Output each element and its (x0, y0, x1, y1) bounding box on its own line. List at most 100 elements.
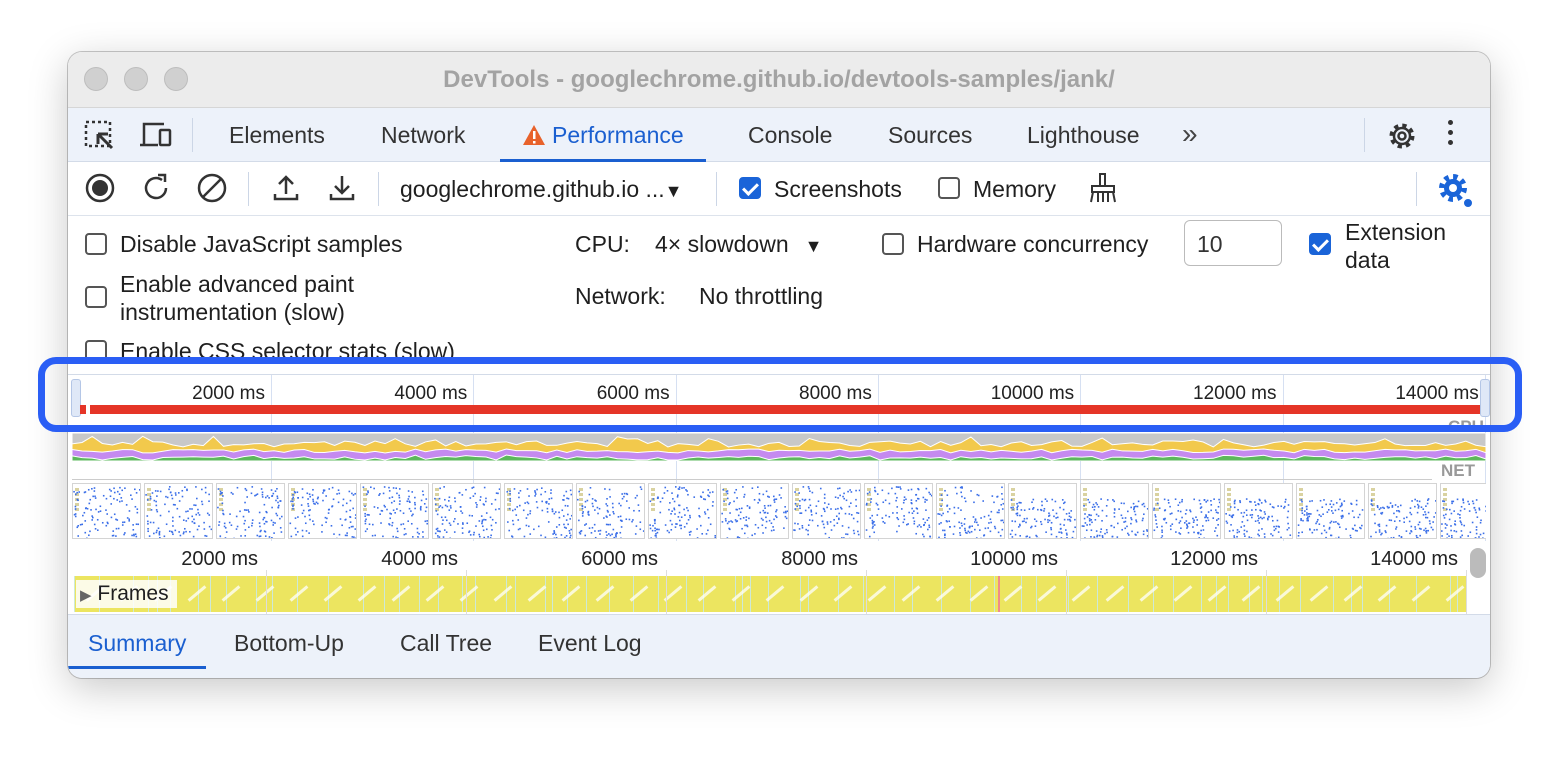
screenshot-thumbnail[interactable] (792, 483, 861, 539)
memory-checkbox[interactable] (938, 177, 960, 199)
frame-mark (734, 576, 736, 612)
long-task-bar (80, 405, 86, 414)
frame-mark (862, 576, 864, 612)
frame-mark (935, 585, 955, 602)
frame-mark (198, 576, 200, 612)
hardware-concurrency-input[interactable]: 10 (1184, 220, 1282, 266)
frame-mark (1139, 585, 1159, 602)
frame-mark (1127, 576, 1129, 612)
more-options-icon[interactable] (1448, 120, 1454, 145)
screenshots-strip (72, 483, 1486, 539)
cpu-activity-chart (72, 433, 1486, 461)
screenshot-thumbnail[interactable] (1152, 483, 1221, 539)
tab-lighthouse[interactable]: Lighthouse (1027, 122, 1140, 148)
screenshot-thumbnail[interactable] (432, 483, 501, 539)
device-toolbar-icon[interactable] (140, 120, 174, 150)
cpu-label: CPU: (575, 231, 630, 257)
tab-console[interactable]: Console (748, 122, 833, 148)
title-bar: DevTools - googlechrome.github.io/devtoo… (68, 52, 1490, 108)
garbage-collect-broom-icon[interactable] (1088, 172, 1118, 204)
tab-network[interactable]: Network (381, 122, 466, 148)
tab-sources[interactable]: Sources (888, 122, 973, 148)
hardware-concurrency-checkbox[interactable] (882, 233, 904, 255)
screenshot-thumbnail[interactable] (1224, 483, 1293, 539)
frames-track-header[interactable]: ▶ Frames (76, 580, 177, 608)
frames-track[interactable] (74, 576, 1466, 612)
screenshot-thumbnail[interactable] (1368, 483, 1437, 539)
target-select[interactable]: googlechrome.github.io ...▼ (400, 176, 683, 203)
frame-mark (1332, 576, 1334, 612)
maximize-window-button[interactable] (164, 67, 188, 91)
extension-data-label-line1: Extension (1345, 219, 1447, 245)
vertical-scrollbar[interactable] (1470, 548, 1486, 578)
left-range-handle[interactable] (71, 379, 81, 417)
advanced-paint-label-line1: Enable advanced paint (120, 271, 355, 297)
screenshot-thumbnail[interactable] (720, 483, 789, 539)
screenshot-thumbnail[interactable] (936, 483, 1005, 539)
frame-mark (1152, 576, 1154, 612)
more-tabs-chevron-icon[interactable]: » (1182, 118, 1198, 149)
frame-mark (697, 585, 717, 602)
screenshot-thumbnail[interactable] (72, 483, 141, 539)
cpu-throttling-select[interactable]: 4× slowdown ▼ (655, 231, 822, 258)
main-tick-label: 14000 ms (1370, 548, 1458, 570)
screenshot-thumbnail[interactable] (864, 483, 933, 539)
screenshot-thumbnail[interactable] (648, 483, 717, 539)
screenshot-thumbnail[interactable] (144, 483, 213, 539)
disable-js-samples-checkbox[interactable] (85, 233, 107, 255)
screenshot-thumbnail[interactable] (288, 483, 357, 539)
advanced-paint-checkbox[interactable] (85, 286, 107, 308)
frame-mark (1300, 576, 1302, 612)
capture-settings-gear-icon[interactable] (1436, 170, 1476, 210)
overview-tick-label: 10000 ms (990, 383, 1075, 404)
frame-mark (272, 576, 274, 612)
screenshot-thumbnail[interactable] (1080, 483, 1149, 539)
tab-performance[interactable]: Performance (500, 108, 706, 162)
frame-mark (1278, 576, 1280, 612)
screenshots-checkbox[interactable] (739, 177, 761, 199)
screenshot-thumbnail[interactable] (1440, 483, 1486, 539)
network-throttling-select[interactable]: No throttling (699, 283, 824, 309)
screenshot-thumbnail[interactable] (504, 483, 573, 539)
frame-mark (1035, 576, 1037, 612)
close-window-button[interactable] (84, 67, 108, 91)
dropdown-arrow-icon: ▼ (804, 236, 823, 256)
frame-mark (515, 576, 517, 612)
grid-line (666, 570, 667, 614)
frame-mark (632, 576, 634, 612)
frame-mark (1377, 585, 1397, 602)
frame-mark (425, 585, 445, 602)
screenshot-thumbnail[interactable] (576, 483, 645, 539)
screenshot-thumbnail[interactable] (1008, 483, 1077, 539)
minimize-window-button[interactable] (124, 67, 148, 91)
devtools-window: DevTools - googlechrome.github.io/devtoo… (68, 52, 1490, 678)
tab-summary[interactable]: Summary (68, 615, 207, 669)
network-label: Network: (575, 283, 666, 309)
clear-icon[interactable] (196, 172, 228, 204)
frame-mark (1227, 576, 1229, 612)
grid-line (866, 570, 867, 614)
tab-event-log[interactable]: Event Log (538, 630, 642, 656)
grid-line (1266, 570, 1267, 614)
tab-call-tree[interactable]: Call Tree (400, 630, 493, 656)
screenshot-thumbnail[interactable] (360, 483, 429, 539)
divider (192, 118, 193, 152)
download-icon[interactable] (326, 172, 358, 204)
tab-elements[interactable]: Elements (229, 122, 325, 148)
settings-gear-icon[interactable] (1386, 120, 1418, 152)
extension-data-checkbox[interactable] (1309, 233, 1331, 255)
timeline-overview[interactable]: 2000 ms 4000 ms 6000 ms 8000 ms 10000 ms 1200… (68, 374, 1490, 542)
divider (248, 172, 249, 206)
upload-icon[interactable] (270, 172, 302, 204)
right-range-handle[interactable] (1480, 379, 1490, 417)
record-icon[interactable] (84, 172, 116, 204)
net-track-label: NET (1441, 461, 1475, 480)
reload-record-icon[interactable] (140, 172, 172, 204)
frame-mark (256, 576, 258, 612)
inspect-element-icon[interactable] (84, 120, 116, 150)
screenshots-label: Screenshots (774, 176, 902, 202)
screenshot-thumbnail[interactable] (1296, 483, 1365, 539)
screenshot-thumbnail[interactable] (216, 483, 285, 539)
tab-bottom-up[interactable]: Bottom-Up (234, 630, 344, 656)
overview-tick-label: 14000 ms (1395, 383, 1479, 404)
